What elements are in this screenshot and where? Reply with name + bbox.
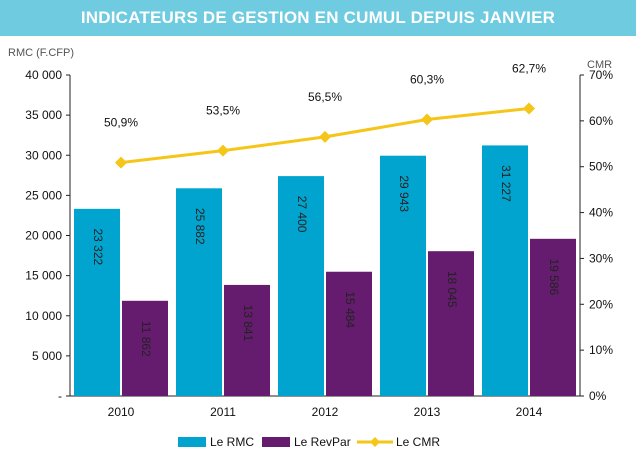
left-tick-label: 5 000 [32,349,62,363]
revpar-bar [530,238,576,396]
left-tick-label: 40 000 [25,68,62,82]
right-tick-label: 50% [589,160,613,174]
right-tick-label: 60% [589,114,613,128]
cmr-point [523,102,535,115]
left-tick-label: 15 000 [25,269,62,283]
rmc-value-label: 31 227 [499,165,513,202]
revpar-bar [326,271,372,396]
legend-swatch-rmc [178,437,206,447]
rmc-value-label: 27 400 [295,196,309,233]
cmr-point [319,130,331,143]
legend-swatch-cmr-marker [370,437,380,447]
left-tick-label: 35 000 [25,108,62,122]
left-tick-label: 30 000 [25,148,62,162]
cmr-value-label: 60,3% [410,72,444,86]
cmr-point [115,156,127,169]
cmr-line-series: 50,9% 53,5% 56,5% 60,3% 62,7% [104,61,546,169]
right-tick-label: 30% [589,251,613,265]
axes: - 5 000 10 000 15 000 20 000 25 000 30 000 35 0… [25,68,613,419]
left-tick-label: 20 000 [25,229,62,243]
revpar-value-label: 11 862 [139,321,153,357]
x-tick-label: 2010 [108,405,135,419]
left-tick-label: - [58,389,62,403]
revpar-value-label: 15 484 [343,291,357,328]
rmc-bar [278,176,324,396]
x-tick-label: 2012 [312,405,339,419]
right-tick-label: 0% [589,389,607,403]
rmc-bar [380,155,426,396]
legend-label-rmc: Le RMC [210,435,254,449]
revpar-bar [224,284,270,396]
right-tick-label: 20% [589,297,613,311]
legend-label-cmr: Le CMR [396,435,440,449]
right-axis-title: CMR [587,59,612,71]
x-tick-label: 2014 [516,405,543,419]
legend-label-revpar: Le RevPar [294,435,351,449]
rmc-bar [176,188,222,396]
rmc-value-label: 29 943 [397,175,411,212]
rmc-value-label: 23 322 [91,228,105,265]
left-tick-label: 25 000 [25,188,62,202]
x-tick-label: 2013 [414,405,441,419]
cmr-point [217,144,229,157]
rmc-bar [482,145,528,396]
rmc-value-label: 25 882 [193,208,207,245]
right-tick-label: 10% [589,343,613,357]
revpar-bar [122,300,168,396]
left-axis-title: RMC (F.CFP) [8,47,74,59]
revpar-value-label: 19 586 [547,258,561,295]
right-tick-label: 70% [589,68,613,82]
rmc-bar [74,208,120,396]
cmr-value-label: 50,9% [104,116,138,130]
bars: 23 322 11 862 25 882 13 841 27 400 15 484 29 9… [74,145,576,396]
cmr-value-label: 56,5% [308,90,342,104]
revpar-bar [428,251,474,396]
revpar-value-label: 18 045 [445,271,459,308]
legend-swatch-revpar [262,437,290,447]
legend: Le RMC Le RevPar Le CMR [178,435,440,449]
cmr-value-label: 53,5% [206,104,240,118]
right-tick-label: 40% [589,206,613,220]
cmr-value-label: 62,7% [512,61,546,75]
chart-title: INDICATEURS DE GESTION EN CUMUL DEPUIS J… [0,0,636,36]
cmr-point [421,113,433,126]
revpar-value-label: 13 841 [241,305,255,342]
x-tick-label: 2011 [210,405,236,419]
left-tick-label: 10 000 [25,309,62,323]
